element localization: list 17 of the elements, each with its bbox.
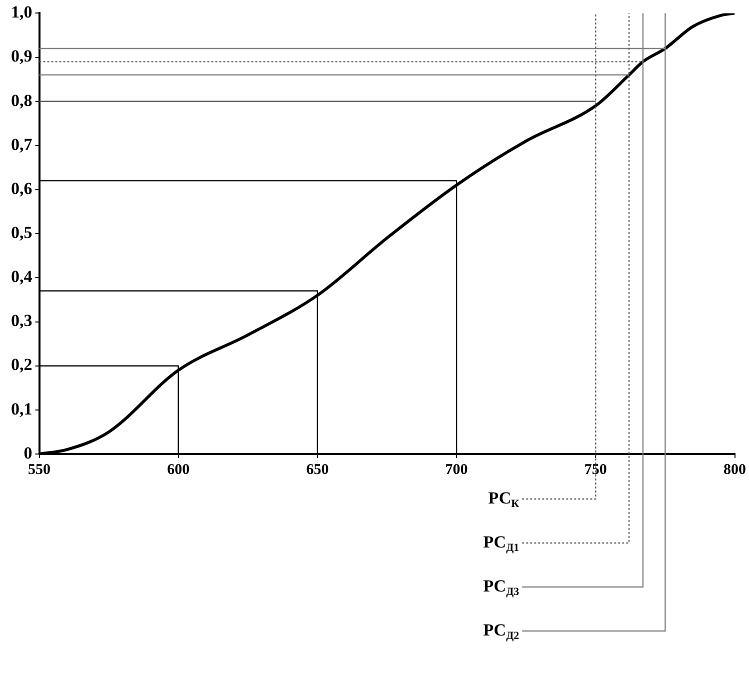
y-tick-label: 0,9 xyxy=(11,46,32,66)
x-tick-label: 550 xyxy=(28,462,50,478)
y-tick-label: 0,8 xyxy=(11,90,32,110)
y-tick-label: 0,3 xyxy=(11,311,32,330)
x-tick-label: 700 xyxy=(445,462,468,478)
x-tick-label: 650 xyxy=(306,462,329,478)
y-tick-label: 0,4 xyxy=(11,267,33,286)
y-tick-label: 0,5 xyxy=(11,222,32,242)
y-tick-label: 1,0 xyxy=(11,2,32,22)
y-tick-label: 0,7 xyxy=(11,134,33,154)
y-tick-label: 0,6 xyxy=(11,178,32,198)
x-tick-label: 800 xyxy=(724,462,746,478)
x-tick-label: 600 xyxy=(167,462,190,478)
y-tick-label: 0,2 xyxy=(11,355,32,374)
y-tick-label: 0,1 xyxy=(11,399,32,418)
x-tick-label: 750 xyxy=(584,462,607,478)
y-tick-label: 0 xyxy=(24,443,32,462)
